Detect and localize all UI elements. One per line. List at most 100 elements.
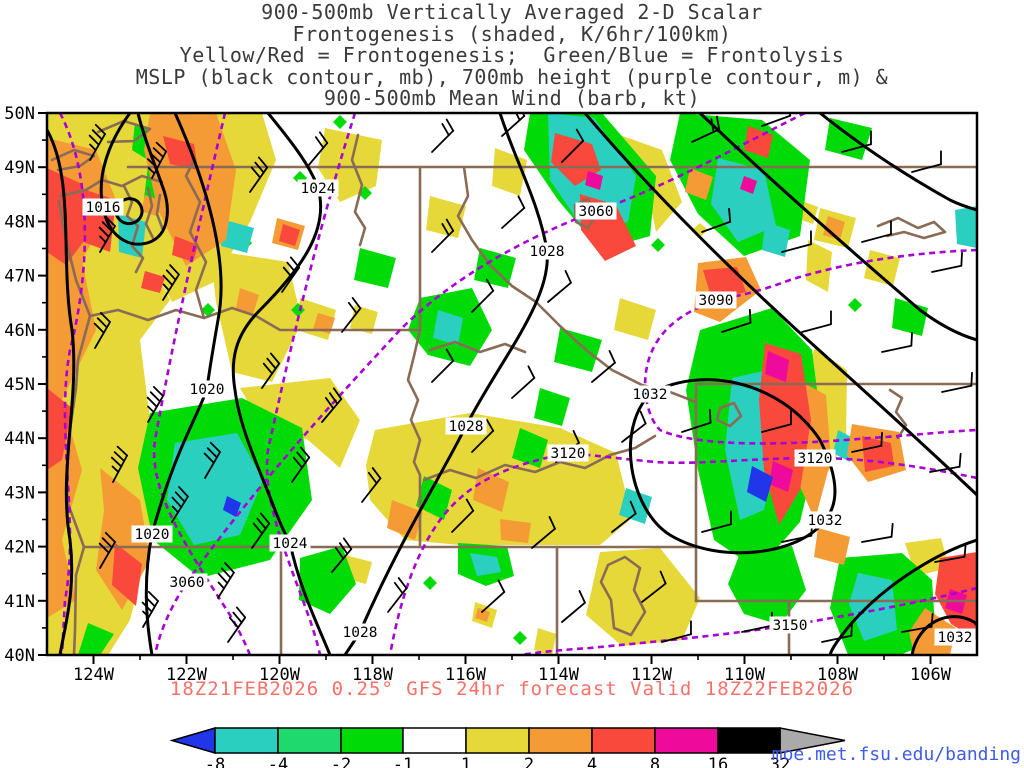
wind-barb-icon (911, 150, 942, 173)
barb-feather (299, 446, 311, 459)
barb-feather (958, 452, 962, 468)
contour-label-box (339, 623, 381, 641)
barb-feather (578, 590, 586, 604)
barb-feather (224, 562, 235, 574)
barb-staff (451, 509, 475, 533)
barb-staff (861, 535, 893, 543)
wind-barb-icon (471, 278, 495, 313)
barb-staff (249, 166, 269, 193)
barb-feather (342, 537, 353, 550)
wind-barb-icon (291, 446, 311, 483)
barb-feather (165, 269, 177, 281)
wind-barb-icon (141, 590, 159, 628)
shading-region (864, 250, 900, 286)
height-contour (519, 586, 977, 655)
shading-region (78, 623, 114, 655)
barb-feather (203, 452, 215, 464)
barb-staff (761, 114, 792, 127)
wind-barb-icon (881, 331, 913, 353)
credit-link[interactable]: moe.met.fsu.edu/banding (771, 744, 1021, 765)
shading-region (711, 158, 776, 242)
barb-staff (701, 523, 732, 533)
contour-label: 3090 (695, 291, 737, 309)
wind-barb-icon (361, 467, 382, 503)
shading-region (614, 298, 656, 340)
barb-feather (659, 570, 667, 585)
wind-barb-icon (701, 207, 732, 233)
contour-label-text: 3120 (798, 451, 833, 467)
barb-feather (338, 542, 349, 555)
contour-label-text: 3150 (773, 618, 808, 634)
wind-barb-icon (251, 512, 271, 549)
shading-region (240, 378, 360, 468)
barb-feather (98, 542, 110, 554)
barb-staff (171, 495, 189, 523)
barb-feather (527, 365, 536, 379)
shading-region (825, 118, 872, 160)
barb-feather (147, 405, 155, 414)
barb-feather (748, 308, 752, 324)
barb-feather (296, 451, 307, 464)
barb-staff (99, 541, 116, 569)
wind-barb-icon (721, 308, 752, 333)
contour-label-text: 3120 (551, 446, 586, 462)
height-contour (388, 451, 977, 655)
barb-staff (561, 601, 586, 623)
wind-barb-icon (431, 118, 455, 153)
contour-label-box (804, 511, 846, 529)
barb-staff (781, 243, 812, 253)
shading-region (500, 519, 531, 543)
shading-layer (47, 113, 977, 655)
shading-region (47, 388, 72, 470)
barb-feather (101, 537, 113, 549)
x-axis-label: 112W (631, 665, 673, 685)
barb-staff (851, 444, 883, 453)
barb-feather (256, 517, 267, 530)
shading-region (475, 608, 490, 622)
colorbar-tick-label: -1 (393, 755, 413, 768)
barb-feather (162, 283, 170, 292)
y-axis-label: 46N (4, 321, 35, 341)
shading-region (848, 298, 862, 312)
wind-barb-icon (761, 410, 792, 433)
barb-feather (266, 357, 277, 370)
geo-border (888, 388, 908, 440)
barb-feather (147, 167, 156, 175)
barb-feather (217, 581, 225, 590)
wind-barb-icon (162, 264, 180, 301)
barb-feather (93, 322, 105, 334)
shading-region (892, 298, 928, 336)
shading-region (172, 236, 198, 262)
shading-region (585, 171, 603, 190)
barb-feather (367, 471, 378, 485)
wind-barb-icon (217, 562, 235, 599)
barb-staff (611, 512, 637, 533)
contour-label-text: 1020 (135, 527, 170, 543)
barb-feather (485, 418, 495, 432)
contour-label-layer: 1016 1024 1020 1020 1024 1028 1028 1028 1032 1032… (82, 179, 976, 646)
wind-barb-icon (93, 311, 111, 349)
x-axis-label: 120W (259, 665, 301, 685)
shading-region (201, 303, 215, 317)
wind-barb-icon (929, 452, 962, 473)
barb-staff (931, 264, 963, 273)
barb-feather (639, 410, 647, 425)
mslp-contour (698, 113, 977, 342)
barb-feather (155, 141, 167, 153)
height-contour (643, 248, 977, 445)
barb-feather (629, 500, 637, 515)
geo-border (876, 216, 947, 240)
barb-staff (387, 587, 408, 613)
colorbar-left-arrow (169, 727, 216, 754)
barb-staff (821, 634, 853, 643)
y-axis-label: 44N (4, 429, 35, 449)
barb-staff (147, 395, 164, 423)
shading-region (426, 196, 466, 238)
barb-feather (88, 134, 100, 146)
wind-barb-icon (227, 606, 247, 643)
wind-barb-icon (547, 270, 572, 303)
barb-staff (321, 398, 343, 423)
shading-region (814, 528, 850, 565)
